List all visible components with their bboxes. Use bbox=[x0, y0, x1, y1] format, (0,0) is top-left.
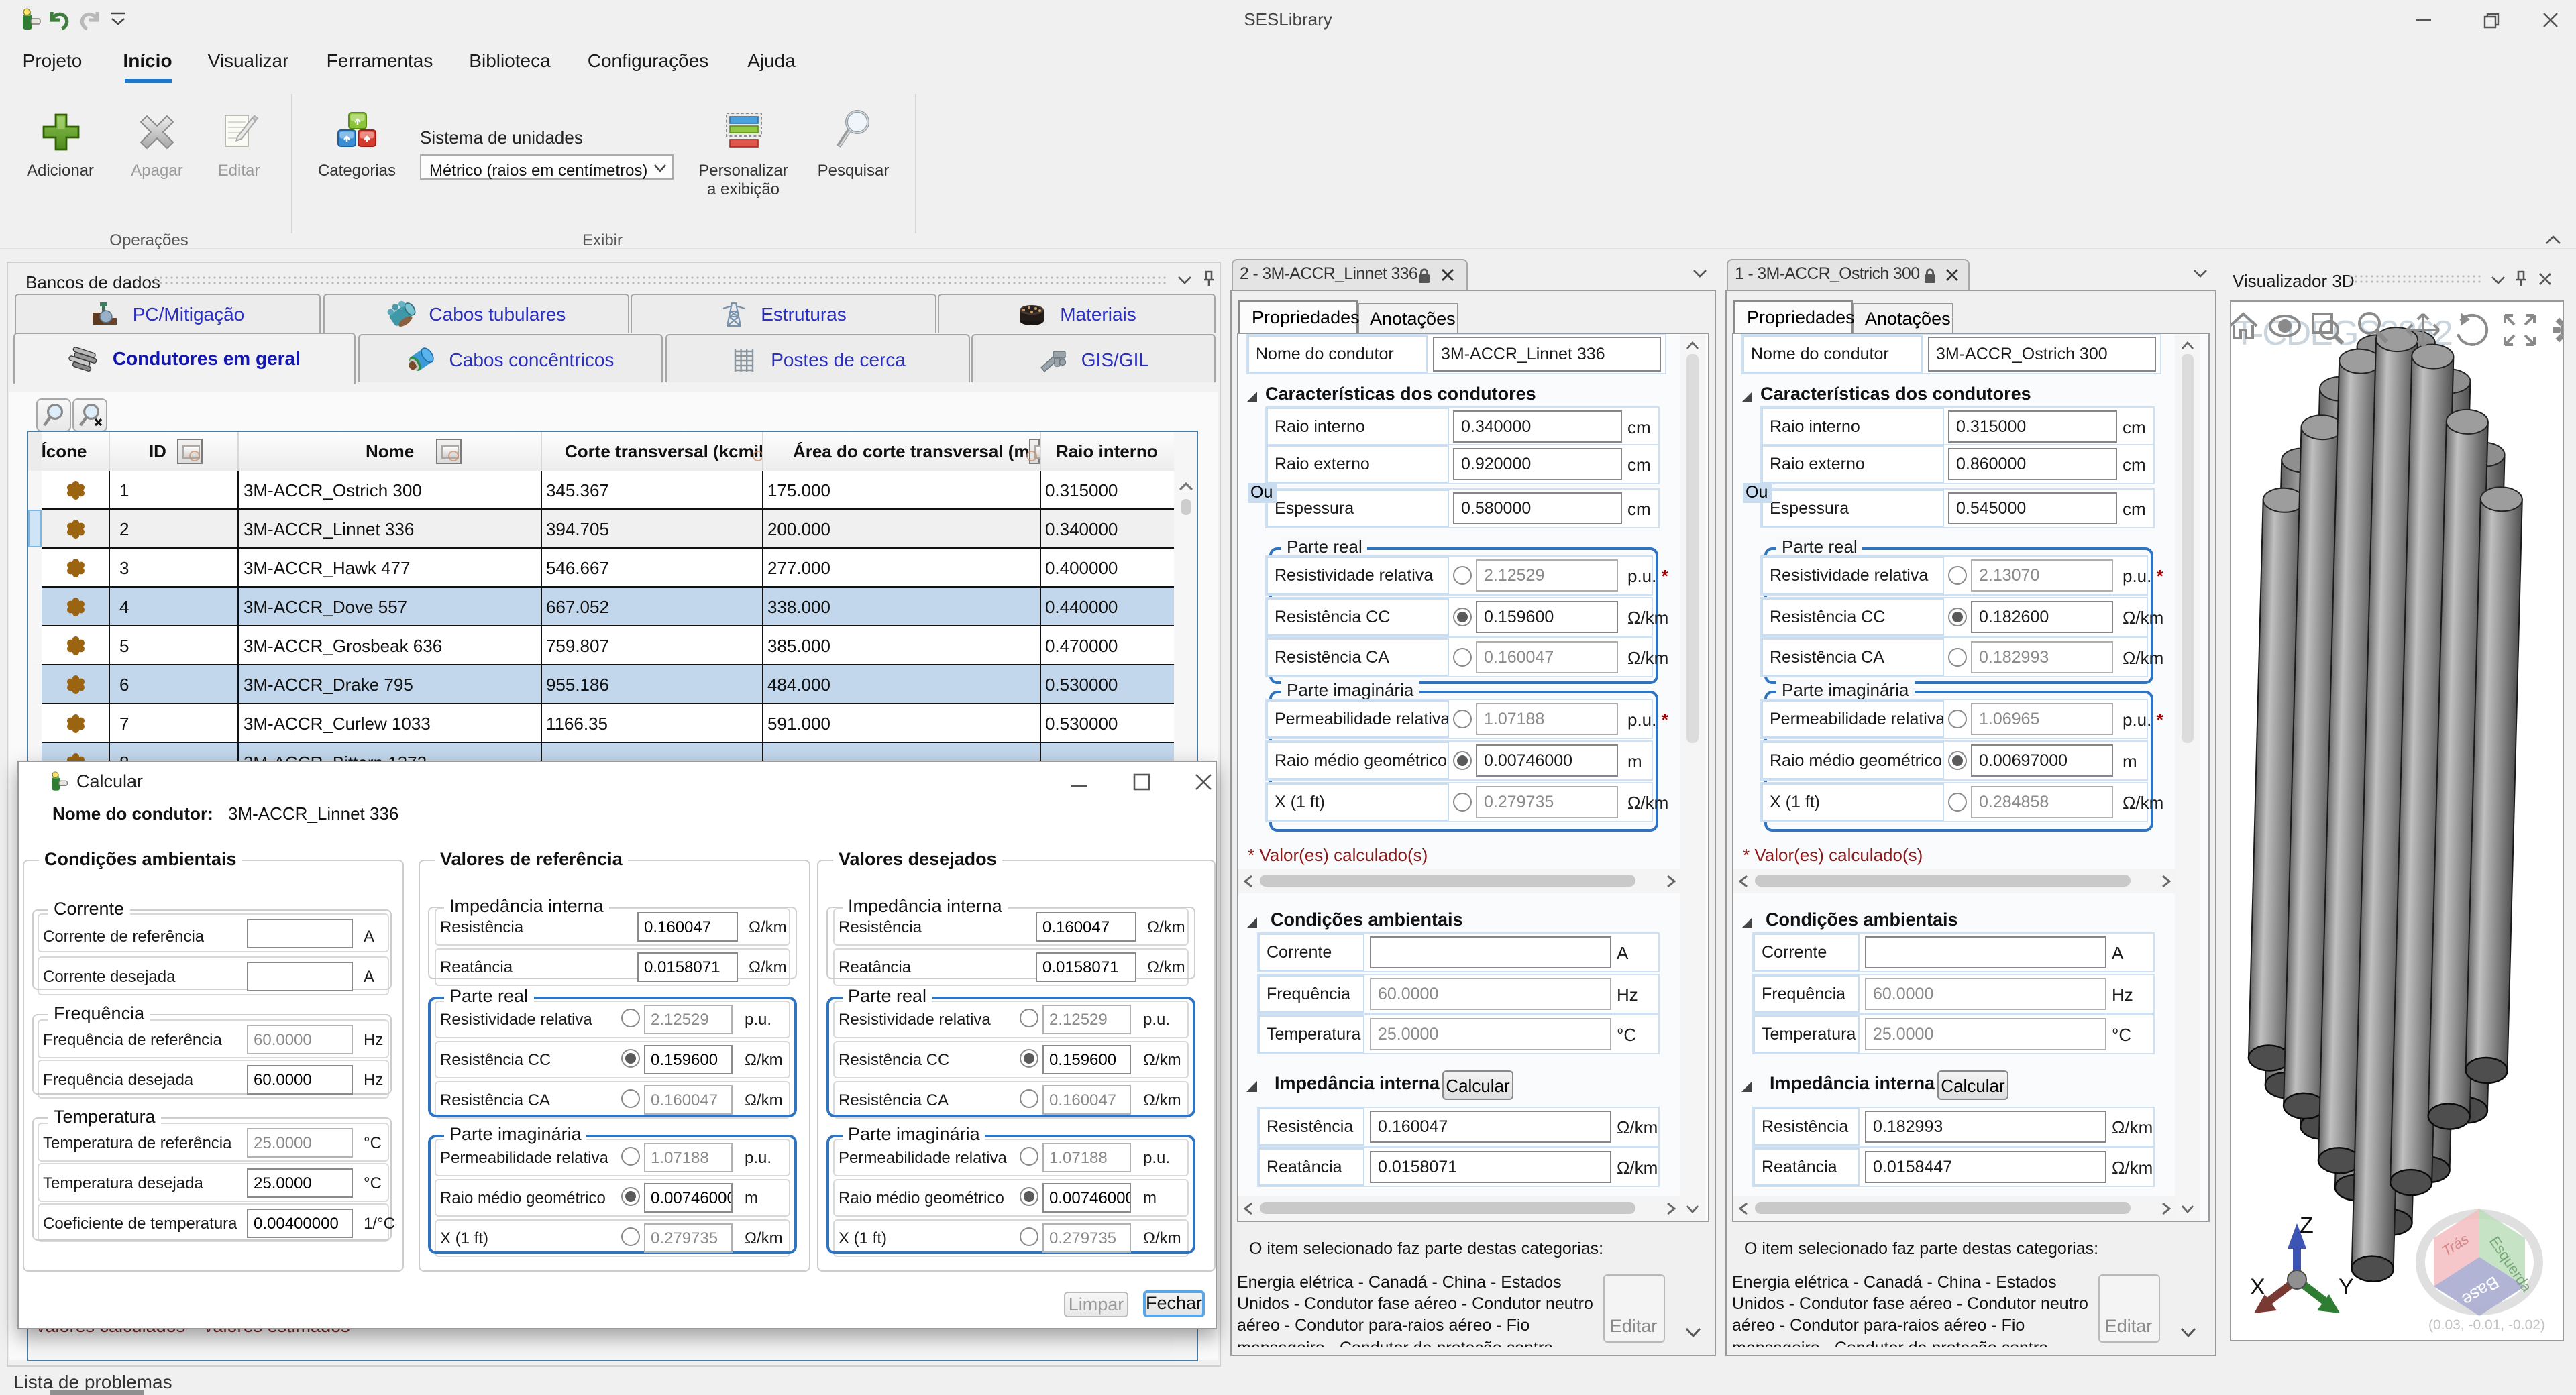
svg-text:Y: Y bbox=[2339, 1274, 2354, 1300]
svg-text:X: X bbox=[2250, 1274, 2265, 1300]
svg-text:Z: Z bbox=[2300, 1213, 2314, 1238]
